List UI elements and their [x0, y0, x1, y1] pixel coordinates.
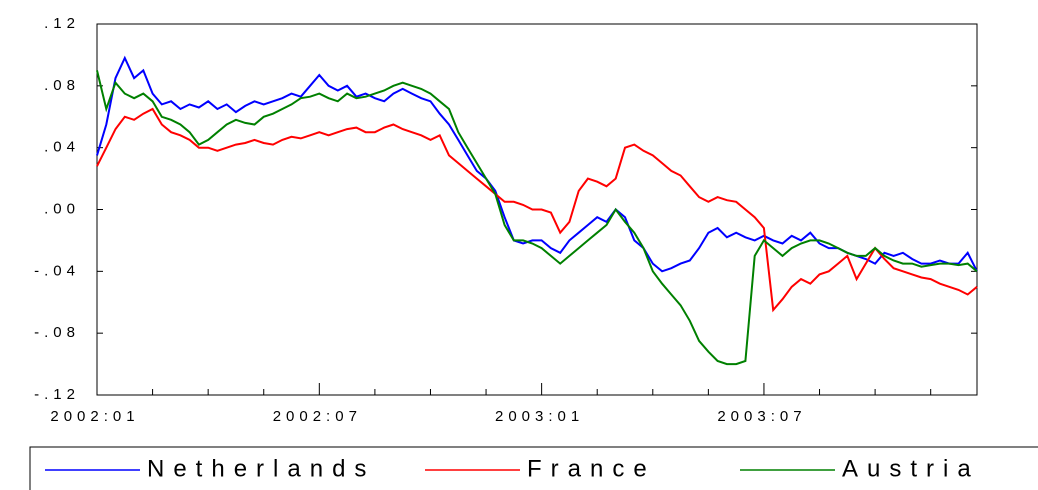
legend-label: Austria — [842, 455, 980, 482]
y-tick-label: .00 — [44, 200, 80, 217]
series-line — [96, 55, 978, 273]
legend-label: Netherlands — [147, 455, 375, 482]
x-tick-label: 2003:01 — [495, 408, 584, 425]
x-tick-label: 2002:01 — [50, 408, 139, 425]
y-tick-label: .08 — [44, 77, 80, 94]
series-line — [96, 70, 978, 366]
x-tick-label: 2002:07 — [273, 408, 362, 425]
y-tick-label: .12 — [44, 15, 80, 32]
y-tick-label: -.08 — [34, 324, 80, 341]
x-tick-label: 2003:07 — [717, 408, 806, 425]
legend-box — [29, 446, 1038, 490]
legend-label: France — [527, 455, 656, 482]
y-tick-label: -.12 — [34, 386, 80, 403]
series-line — [96, 107, 978, 313]
y-tick-label: .04 — [44, 139, 80, 156]
y-tick-label: -.04 — [34, 262, 80, 279]
